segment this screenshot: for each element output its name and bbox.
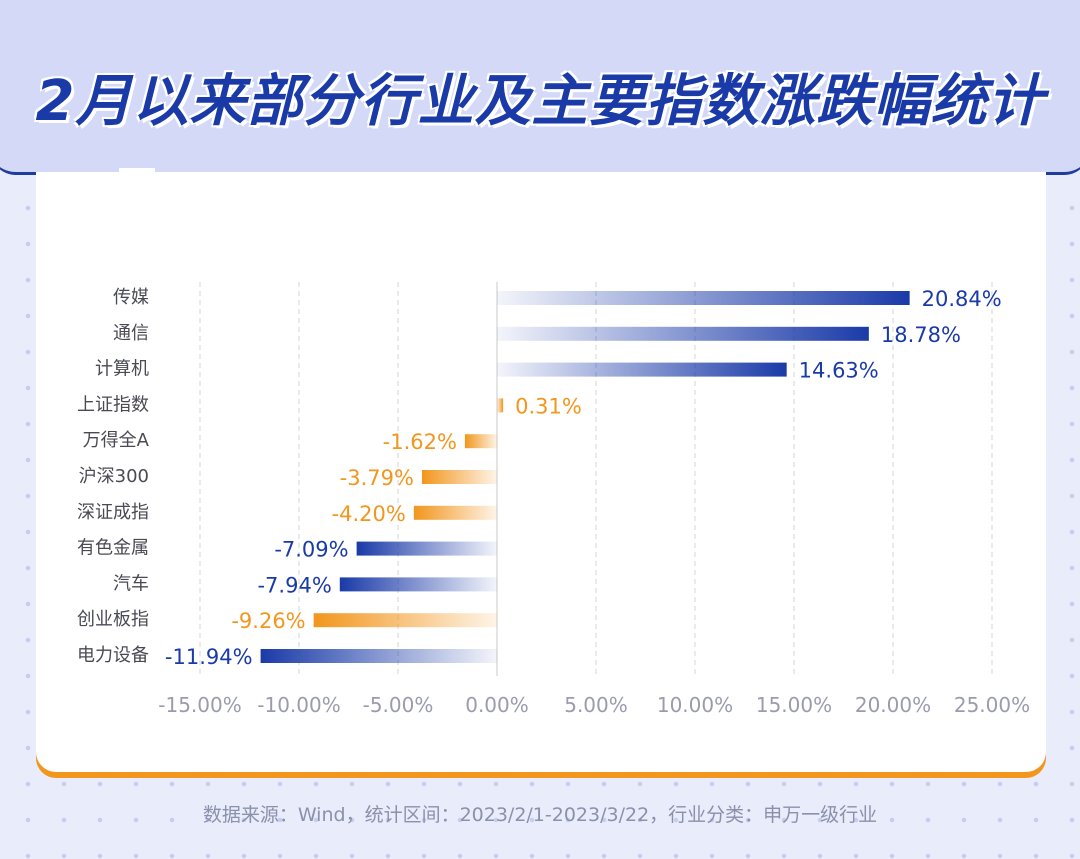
value-label: -11.94%	[165, 645, 253, 669]
bar	[421, 470, 497, 484]
category-label: 汽车	[113, 573, 149, 594]
category-label: 沪深300	[79, 466, 149, 487]
x-tick-label: 15.00%	[756, 693, 832, 717]
category-label: 创业板指	[77, 609, 149, 630]
bar	[497, 398, 504, 413]
chart-panel	[36, 172, 1046, 772]
value-label: -7.94%	[257, 573, 331, 597]
bar	[497, 326, 869, 341]
bar	[413, 505, 497, 520]
value-label: -7.09%	[274, 538, 348, 562]
value-label: 0.31%	[515, 394, 582, 418]
category-label: 通信	[113, 323, 149, 344]
bar	[260, 649, 497, 663]
value-label: 14.63%	[799, 359, 879, 383]
title-banner	[0, 0, 1080, 175]
bar	[339, 577, 497, 592]
value-label: -9.26%	[231, 609, 305, 633]
bar	[497, 362, 787, 377]
x-tick-label: -15.00%	[158, 693, 241, 717]
x-tick-label: -5.00%	[363, 693, 434, 717]
category-label: 深证成指	[77, 502, 149, 523]
value-label: -1.62%	[383, 430, 457, 454]
bar	[356, 541, 497, 556]
category-label: 万得全A	[83, 430, 150, 451]
value-label: 20.84%	[922, 287, 1002, 311]
bar	[313, 613, 497, 628]
x-tick-label: 10.00%	[657, 693, 733, 717]
x-tick-label: 0.00%	[465, 693, 529, 717]
bar	[464, 434, 497, 449]
x-tick-label: 25.00%	[954, 693, 1030, 717]
data-source-note: 数据来源：Wind，统计区间：2023/2/1-2023/3/22，行业分类：申…	[202, 804, 878, 826]
x-tick-label: 20.00%	[855, 693, 931, 717]
category-label: 计算机	[95, 359, 149, 380]
value-label: 18.78%	[881, 323, 961, 347]
category-label: 传媒	[113, 287, 149, 308]
value-label: -3.79%	[340, 466, 414, 490]
category-label: 有色金属	[77, 538, 149, 559]
page-title: 2月以来部分行业及主要指数涨跌幅统计	[35, 69, 1045, 134]
x-tick-label: 5.00%	[564, 693, 628, 717]
category-label: 电力设备	[77, 645, 149, 666]
category-label: 上证指数	[77, 394, 149, 415]
bar	[497, 291, 910, 305]
x-tick-label: -10.00%	[257, 693, 340, 717]
bar-chart: -15.00% -10.00% -5.00% 0.00% 5.00% 10.00% 15.0…	[77, 282, 1030, 717]
value-label: -4.20%	[332, 502, 406, 526]
